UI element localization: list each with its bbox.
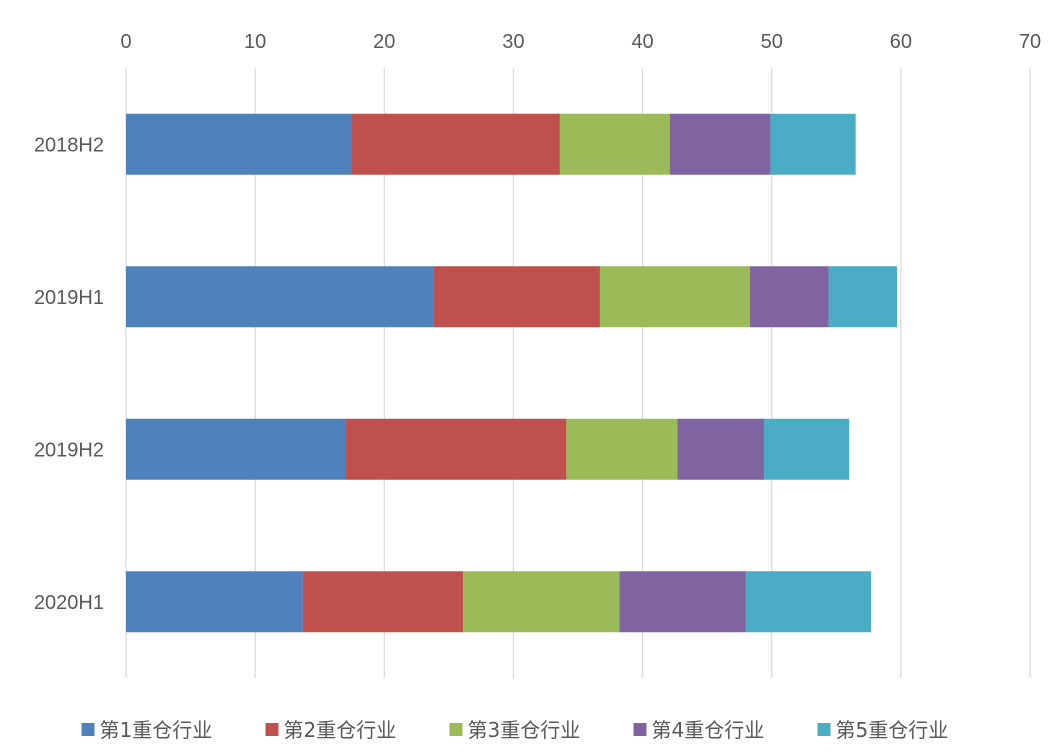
bar-2020H1-series-4 [619,571,746,633]
bar-2018H2-series-3 [559,113,670,175]
legend-label-2: 第2重仓行业 [284,718,397,742]
legend-label-4: 第4重仓行业 [652,718,765,742]
x-axis-tick-labels: 0 10 20 30 40 50 60 70 [120,31,1041,53]
legend-label-1: 第1重仓行业 [100,718,213,742]
y-tick-label-2018H2: 2018H2 [34,134,104,156]
legend-item-4: 第4重仓行业 [633,718,765,742]
bar-2018H2-series-1 [126,113,352,175]
y-axis-category-labels: 2018H2 2019H1 2019H2 2020H1 [34,134,104,614]
bar-2019H2-series-2 [345,418,567,480]
x-tick-label-0: 0 [120,31,131,53]
bar-2019H1-series-1 [126,266,434,328]
legend-swatch-1 [81,723,95,736]
legend-label-5: 第5重仓行业 [836,718,949,742]
bar-2019H1-series-5 [828,266,897,328]
legend-item-1: 第1重仓行业 [81,718,213,742]
x-tick-label-50: 50 [761,31,783,53]
bar-2019H2-series-3 [566,418,678,480]
x-tick-label-70: 70 [1019,31,1041,53]
x-tick-label-10: 10 [244,31,266,53]
x-tick-label-20: 20 [373,31,395,53]
bar-2019H1-series-4 [749,266,829,328]
bar-2020H1-series-5 [745,571,872,633]
bar-2019H1-series-2 [433,266,600,328]
legend-item-5: 第5重仓行业 [817,718,949,742]
bar-2018H2-series-2 [352,113,560,175]
legend-label-3: 第3重仓行业 [468,718,581,742]
bar-2019H1-series-3 [599,266,750,328]
bar-2018H2-series-4 [669,113,771,175]
y-tick-label-2020H1: 2020H1 [34,592,104,614]
y-tick-label-2019H1: 2019H1 [34,287,104,309]
legend-swatch-2 [265,723,279,736]
legend-swatch-3 [449,723,463,736]
bar-2019H2-series-1 [126,418,346,480]
bar-2019H2-series-4 [677,418,764,480]
bar-2020H1-series-1 [126,571,303,633]
legend-swatch-5 [817,723,831,736]
legend-item-3: 第3重仓行业 [449,718,581,742]
bar-2019H2-series-5 [763,418,850,480]
x-tick-label-40: 40 [631,31,653,53]
bar-2020H1-series-3 [463,571,620,633]
bars [126,113,897,633]
bar-2018H2-series-5 [770,113,856,175]
legend-item-2: 第2重仓行业 [265,718,397,742]
bar-2020H1-series-2 [302,571,464,633]
x-tick-label-60: 60 [890,31,912,53]
y-tick-label-2019H2: 2019H2 [34,439,104,461]
x-tick-label-30: 30 [502,31,524,53]
legend: 第1重仓行业 第2重仓行业 第3重仓行业 第4重仓行业 第5重仓行业 [81,718,949,742]
legend-swatch-4 [633,723,647,736]
